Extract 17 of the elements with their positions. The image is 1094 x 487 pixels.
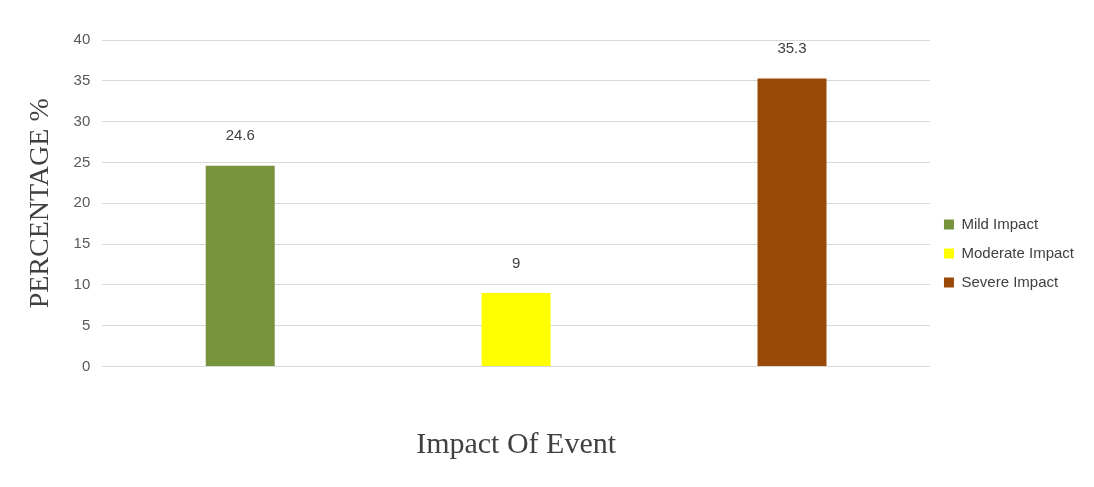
y-tick-label: 35 bbox=[73, 70, 91, 88]
y-axis-title: PERCENTAGE % bbox=[23, 98, 55, 309]
y-tick-label: 15 bbox=[73, 234, 91, 252]
x-axis-title: Impact Of Event bbox=[416, 425, 617, 459]
legend-label: Mild Impact bbox=[961, 214, 1039, 232]
y-tick-label: 0 bbox=[81, 356, 91, 374]
y-tick-label: 40 bbox=[73, 30, 91, 48]
data-label: 35.3 bbox=[777, 39, 807, 57]
y-tick-label: 20 bbox=[73, 193, 91, 211]
y-tick-label: 25 bbox=[73, 152, 91, 170]
data-label: 9 bbox=[511, 253, 521, 271]
y-tick-label: 10 bbox=[73, 275, 91, 293]
y-tick-label: 30 bbox=[73, 111, 91, 129]
legend-label: Moderate Impact bbox=[961, 243, 1075, 261]
data-label: 24.6 bbox=[225, 126, 255, 144]
y-tick-label: 5 bbox=[81, 315, 91, 333]
legend-label: Severe Impact bbox=[961, 272, 1059, 290]
